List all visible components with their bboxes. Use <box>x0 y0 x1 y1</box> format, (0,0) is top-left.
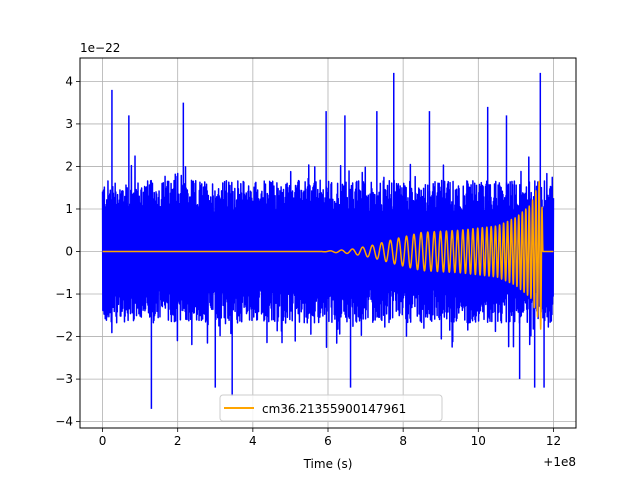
y-tick-label: 3 <box>65 117 73 131</box>
x-tick-label: 8 <box>399 434 407 448</box>
y-tick-label: −2 <box>55 330 73 344</box>
y-tick-label: −4 <box>55 415 73 429</box>
x-tick-label: 0 <box>99 434 107 448</box>
x-tick-label: 2 <box>174 434 182 448</box>
y-tick-label: 1 <box>65 202 73 216</box>
x-tick-label: 6 <box>324 434 332 448</box>
legend-label: cm36.21355900147961 <box>262 402 406 416</box>
y-tick-label: 4 <box>65 74 73 88</box>
x-tick-label: 4 <box>249 434 257 448</box>
x-offset-label: +1e8 <box>543 455 576 469</box>
y-tick-label: 2 <box>65 159 73 173</box>
orange-series-line <box>101 180 555 330</box>
blue-series <box>101 72 555 409</box>
y-tick-label: −3 <box>55 372 73 386</box>
y-tick-label: 0 <box>65 245 73 259</box>
x-tick-label: 12 <box>546 434 561 448</box>
blue-series-line <box>101 155 555 348</box>
orange-series <box>101 180 555 330</box>
y-scale-label: 1e−22 <box>80 41 120 55</box>
legend-box <box>219 394 443 422</box>
y-tick-label: −1 <box>55 287 73 301</box>
x-tick-label: 10 <box>471 434 486 448</box>
x-axis-label: Time (s) <box>303 457 353 471</box>
legend: cm36.21355900147961 <box>219 394 443 422</box>
